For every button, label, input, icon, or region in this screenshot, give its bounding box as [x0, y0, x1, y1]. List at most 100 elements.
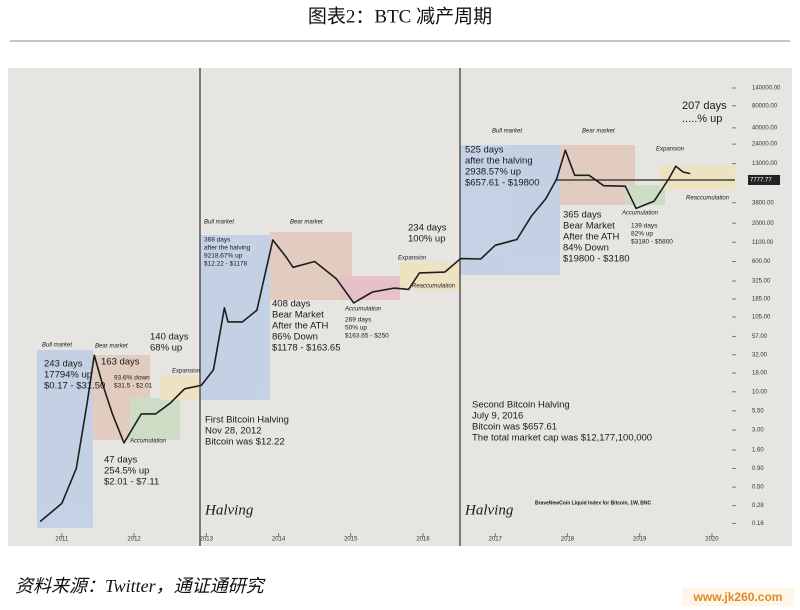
x-tick-label: 2015	[344, 537, 358, 543]
y-tick-label: 105.00	[752, 315, 771, 321]
y-tick-label: 600.00	[752, 259, 771, 265]
annotation: 17794% up	[44, 370, 92, 381]
annotation: after the halving	[204, 245, 251, 252]
annotation: BraveNewCoin Liquid Index for Bitcoin, 1…	[535, 500, 652, 506]
annotation: 86% Down	[272, 332, 318, 343]
annotation: Bear market	[95, 344, 128, 350]
y-tick-label: 18.00	[752, 371, 768, 377]
bear-box	[270, 232, 352, 300]
y-tick-label: 32.00	[752, 352, 768, 358]
annotation: $163.65 - $250	[345, 333, 389, 340]
annotation: 47 days	[104, 455, 138, 466]
annotation: Bear Market	[563, 221, 615, 232]
y-tick-label: 140000.00	[752, 86, 781, 92]
annotation: First Bitcoin Halving	[205, 415, 289, 426]
annotation: $31.5 - $2.01	[114, 383, 153, 390]
annotation: Bitcoin was $12.22	[205, 437, 285, 448]
annotation: $3180 - $5800	[631, 239, 673, 246]
figure-title: 图表2：BTC 减产周期	[308, 5, 492, 27]
y-tick-label: 0.90	[752, 466, 764, 472]
x-tick-label: 2017	[489, 537, 503, 543]
y-tick-label: 57.00	[752, 334, 768, 340]
bull-box	[460, 145, 560, 275]
annotation: Halving	[204, 502, 254, 518]
annotation: 207 days	[682, 100, 727, 112]
y-tick-label: 0.16	[752, 521, 764, 527]
x-tick-label: 2014	[272, 537, 286, 543]
accumulation-box	[340, 276, 400, 300]
marker-box	[748, 174, 780, 185]
annotation: Bitcoin was $657.61	[472, 422, 557, 433]
annotation: Bull market	[204, 220, 234, 226]
watermark: www.jk260.com	[693, 590, 783, 604]
source-note: 资料来源：Twitter，通证通研究	[15, 576, 266, 596]
annotation: After the ATH	[272, 321, 328, 332]
annotation: 163 days	[101, 357, 140, 368]
annotation: 269 days	[345, 317, 372, 324]
y-tick-label: 5.50	[752, 408, 764, 414]
annotation: 140 days	[150, 332, 189, 343]
x-tick-label: 2013	[200, 537, 214, 543]
annotation: 408 days	[272, 299, 311, 310]
y-tick-label: 80000.00	[752, 103, 778, 109]
annotation: Reaccumulation	[686, 196, 730, 202]
annotation: Halving	[464, 502, 514, 518]
annotation: 254.5% up	[104, 466, 149, 477]
marker-label: 7777.77	[750, 178, 772, 184]
y-tick-label: 13000.00	[752, 161, 778, 167]
annotation: $1178 - $163.65	[272, 343, 341, 354]
annotation: Bull market	[42, 343, 72, 349]
annotation: $19800 - $3180	[563, 254, 630, 265]
y-tick-label: 325.00	[752, 279, 771, 285]
annotation: 50% up	[345, 325, 367, 332]
annotation: Bear market	[290, 220, 323, 226]
annotation: Bull market	[492, 129, 522, 135]
chart-background	[8, 68, 792, 546]
x-tick-label: 2012	[127, 537, 141, 543]
annotation: 82% up	[631, 231, 653, 238]
annotation: Accumulation	[129, 439, 167, 445]
annotation: Second Bitcoin Halving	[472, 400, 570, 411]
x-tick-label: 2018	[561, 537, 575, 543]
y-tick-label: 24000.00	[752, 142, 778, 148]
annotation: July 9, 2016	[472, 411, 523, 422]
annotation: 525 days	[465, 145, 504, 156]
bull-box	[37, 350, 93, 528]
annotation: $0.17 - $31.50	[44, 381, 105, 392]
y-tick-label: 185.00	[752, 297, 771, 303]
annotation: The total market cap was $12,177,100,000	[472, 433, 652, 444]
x-tick-label: 2016	[416, 537, 430, 543]
annotation: Expansion	[398, 256, 427, 262]
y-tick-label: 10.00	[752, 389, 768, 395]
annotation: Bear market	[582, 129, 615, 135]
annotation: after the halving	[465, 156, 533, 167]
annotation: Bear Market	[272, 310, 324, 321]
x-tick-label: 2020	[705, 537, 719, 543]
y-tick-label: 0.28	[752, 503, 764, 509]
annotation: 68% up	[150, 343, 182, 354]
annotation: .....% up	[682, 113, 722, 125]
y-tick-label: 2000.00	[752, 221, 774, 227]
annotation: 100% up	[408, 234, 446, 245]
annotation: 84% Down	[563, 243, 609, 254]
annotation: 368 days	[204, 237, 231, 244]
price-line	[39, 149, 691, 523]
annotation: $657.61 - $19800	[465, 178, 539, 189]
annotation: 93.6% down	[114, 375, 150, 382]
watermark-box	[682, 588, 794, 606]
annotation: 243 days	[44, 359, 83, 370]
annotation: $12.22 - $1178	[204, 261, 248, 268]
annotation: 139 days	[631, 223, 658, 230]
phase-boxes	[37, 145, 735, 528]
annotation: Expansion	[172, 369, 201, 375]
x-tick-label: 2019	[633, 537, 647, 543]
y-tick-label: 3800.00	[752, 200, 774, 206]
annotation: Accumulation	[621, 211, 659, 217]
annotation: Nov 28, 2012	[205, 426, 262, 437]
annotation: 234 days	[408, 223, 447, 234]
y-tick-label: 0.50	[752, 485, 764, 491]
annotation: $2.01 - $7.11	[104, 477, 159, 488]
y-tick-label: 1.60	[752, 448, 764, 454]
annotation: 2938.57% up	[465, 167, 521, 178]
